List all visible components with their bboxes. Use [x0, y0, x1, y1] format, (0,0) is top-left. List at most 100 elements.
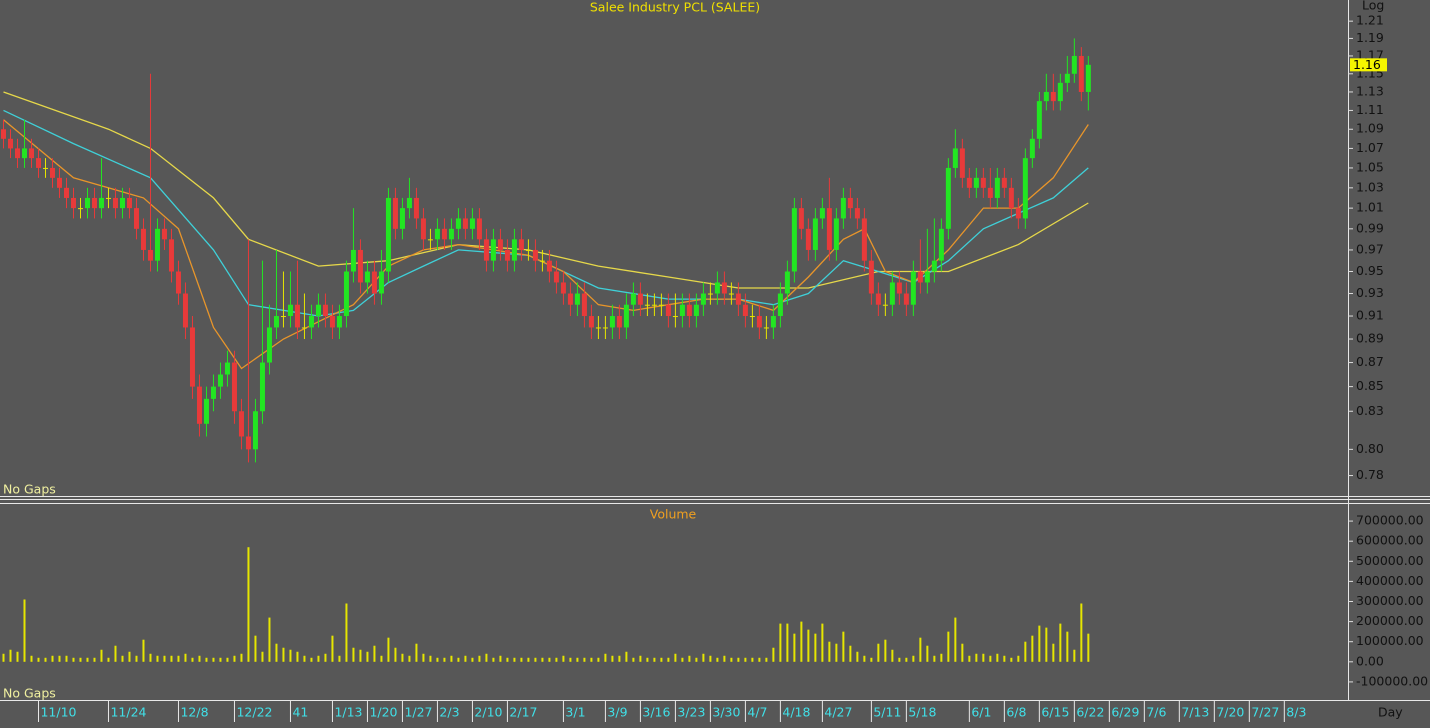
candle-body	[126, 197, 132, 209]
volume-bar	[933, 655, 936, 662]
candle-body	[357, 249, 363, 283]
candle-body	[868, 260, 874, 294]
volume-bar	[835, 643, 838, 662]
volume-bar	[289, 649, 292, 662]
volume-bar	[940, 653, 943, 662]
candle-body	[546, 260, 552, 272]
candle-body	[861, 218, 867, 261]
x-tick-label: 1/27	[404, 705, 432, 720]
volume-bar	[436, 657, 439, 662]
candle-body	[714, 282, 720, 294]
volume-bar	[856, 651, 859, 662]
volume-bar	[877, 643, 880, 662]
volume-bar	[1045, 627, 1048, 662]
candle-body	[658, 304, 664, 306]
volume-bar	[338, 655, 341, 662]
candle-body	[938, 228, 944, 261]
candle-body	[1036, 101, 1042, 139]
volume-bar	[723, 655, 726, 662]
candle-body	[847, 197, 853, 209]
candle-body	[777, 293, 783, 317]
candle-body	[994, 177, 1000, 198]
volume-bar	[912, 655, 915, 662]
volume-bar	[695, 657, 698, 662]
candle-body	[147, 249, 153, 261]
volume-bar	[758, 657, 761, 662]
candle-body	[882, 304, 888, 306]
volume-bar	[751, 657, 754, 662]
candle-body	[1001, 177, 1007, 188]
volume-bar	[275, 643, 278, 662]
volume-bar	[184, 653, 187, 662]
y-tick-label: 0.91	[1356, 308, 1384, 323]
x-tick-label: 8/3	[1286, 705, 1306, 720]
candle-body	[1050, 91, 1056, 102]
volume-bar	[51, 655, 54, 662]
x-tick-label: 3/23	[677, 705, 705, 720]
volume-bar	[65, 655, 68, 662]
candle-body	[637, 293, 643, 305]
volume-bar	[135, 655, 138, 662]
volume-bar	[527, 657, 530, 662]
candle-body	[805, 228, 811, 250]
volume-bar	[513, 657, 516, 662]
candle-body	[532, 249, 538, 261]
y-tick-label: 1.07	[1356, 140, 1384, 155]
volume-bar	[128, 651, 131, 662]
volume-bar	[282, 647, 285, 662]
x-tick-label: 11/24	[110, 705, 146, 720]
volume-bar	[1052, 643, 1055, 662]
volume-bar	[1080, 603, 1083, 662]
candle-body	[0, 129, 6, 139]
candle-body	[154, 228, 160, 261]
volume-bar	[268, 617, 271, 662]
candle-body	[798, 208, 804, 229]
candle-body	[287, 304, 293, 317]
volume-bar	[219, 657, 222, 662]
volume-bar	[779, 623, 782, 662]
candle-body	[77, 208, 83, 210]
x-tick-label: 7/27	[1251, 705, 1279, 720]
volume-bar	[583, 657, 586, 662]
candle-body	[343, 271, 349, 317]
candle-body	[497, 239, 503, 250]
candle-body	[700, 293, 706, 305]
volume-bar	[905, 657, 908, 662]
volume-bar	[499, 655, 502, 662]
candle-body	[1064, 73, 1070, 83]
volume-bar	[632, 657, 635, 662]
x-tick-label: 7/6	[1146, 705, 1166, 720]
candle-body	[140, 228, 146, 250]
candle-body	[749, 316, 755, 318]
volume-bar	[793, 633, 796, 662]
volume-bar	[1059, 623, 1062, 662]
y-tick-label: 0.80	[1356, 441, 1384, 456]
volume-bar	[737, 657, 740, 662]
volume-bar	[1017, 655, 1020, 662]
candle-body	[308, 316, 314, 328]
candle-body	[203, 398, 209, 424]
volume-bar	[786, 623, 789, 662]
candle-body	[161, 228, 167, 240]
volume-bar	[1003, 655, 1006, 662]
y-tick-label: 200000.00	[1356, 613, 1424, 628]
candle-body	[987, 187, 993, 198]
candle-body	[42, 167, 48, 169]
volume-bar	[597, 657, 600, 662]
volume-bar	[548, 657, 551, 662]
candle-body	[385, 197, 391, 272]
volume-bar	[919, 637, 922, 662]
volume-bar	[114, 645, 117, 662]
volume-bar	[821, 623, 824, 662]
volume-bar	[898, 657, 901, 662]
candle-body	[1071, 55, 1077, 74]
candle-body	[448, 228, 454, 240]
volume-bar	[534, 657, 537, 662]
candle-body	[21, 148, 27, 159]
candle-body	[693, 304, 699, 317]
candle-body	[553, 271, 559, 283]
volume-bar	[254, 635, 257, 662]
x-tick-label: 5/18	[908, 705, 936, 720]
candle-body	[651, 304, 657, 306]
